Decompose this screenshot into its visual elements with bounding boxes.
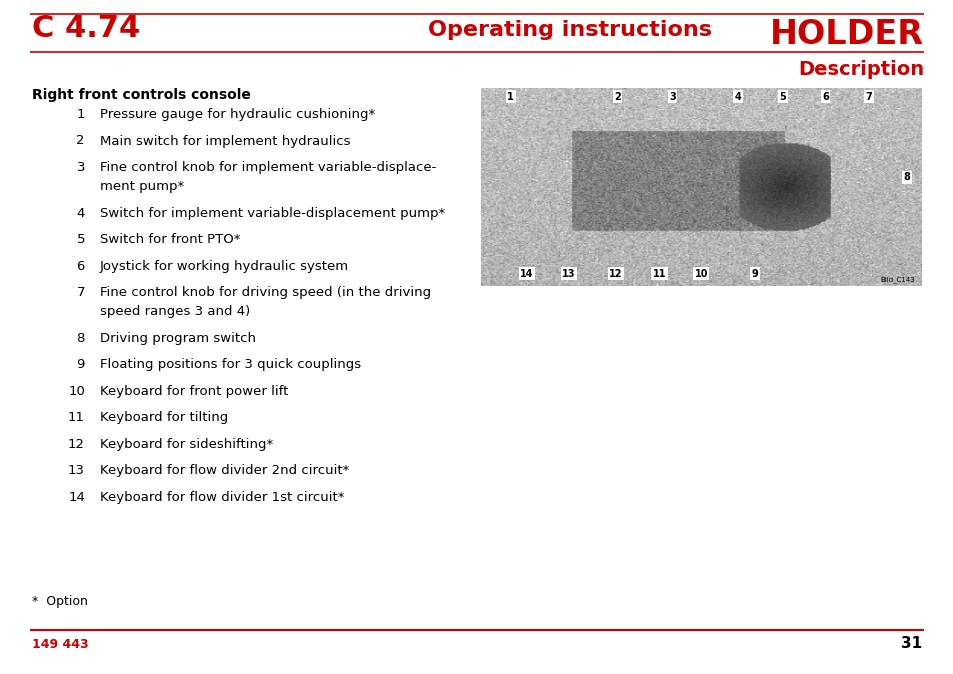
Text: 4: 4 [734, 92, 740, 102]
Text: 6: 6 [821, 92, 828, 102]
Text: 13: 13 [561, 268, 575, 278]
Text: HOLDER: HOLDER [769, 18, 923, 51]
Text: *  Option: * Option [32, 595, 88, 608]
Text: ment pump*: ment pump* [100, 180, 184, 193]
Text: 8: 8 [76, 332, 85, 344]
Text: 7: 7 [864, 92, 871, 102]
Text: 5: 5 [76, 233, 85, 246]
Text: Keyboard for tilting: Keyboard for tilting [100, 411, 228, 424]
Text: 1: 1 [507, 92, 514, 102]
Text: Fine control knob for implement variable-displace-: Fine control knob for implement variable… [100, 161, 436, 174]
Text: Right front controls console: Right front controls console [32, 88, 251, 102]
Text: 5: 5 [779, 92, 785, 102]
Text: Description: Description [797, 60, 923, 79]
Text: 12: 12 [68, 437, 85, 451]
Text: Bild_C143: Bild_C143 [880, 277, 914, 284]
Text: Switch for front PTO*: Switch for front PTO* [100, 233, 240, 246]
Text: Operating instructions: Operating instructions [428, 20, 711, 40]
Text: Driving program switch: Driving program switch [100, 332, 255, 344]
Text: speed ranges 3 and 4): speed ranges 3 and 4) [100, 305, 250, 318]
Text: 8: 8 [902, 172, 909, 182]
Text: 14: 14 [68, 491, 85, 503]
Text: Keyboard for flow divider 1st circuit*: Keyboard for flow divider 1st circuit* [100, 491, 344, 503]
Text: Keyboard for front power lift: Keyboard for front power lift [100, 385, 288, 398]
Text: 9: 9 [751, 268, 758, 278]
Text: 14: 14 [519, 268, 534, 278]
Text: 3: 3 [76, 161, 85, 174]
Text: C 4.74: C 4.74 [32, 14, 140, 43]
Text: 11: 11 [68, 411, 85, 424]
Text: 12: 12 [609, 268, 622, 278]
Text: 10: 10 [694, 268, 707, 278]
Text: Joystick for working hydraulic system: Joystick for working hydraulic system [100, 259, 349, 272]
Text: 7: 7 [76, 286, 85, 299]
Text: Main switch for implement hydraulics: Main switch for implement hydraulics [100, 135, 350, 148]
Text: 149 443: 149 443 [32, 638, 89, 650]
Text: 1: 1 [76, 108, 85, 121]
Text: 6: 6 [76, 259, 85, 272]
Text: 31: 31 [900, 636, 921, 652]
Text: Fine control knob for driving speed (in the driving: Fine control knob for driving speed (in … [100, 286, 431, 299]
Text: 11: 11 [652, 268, 665, 278]
Text: 3: 3 [668, 92, 676, 102]
Text: 13: 13 [68, 464, 85, 477]
Text: Switch for implement variable-displacement pump*: Switch for implement variable-displaceme… [100, 206, 445, 220]
Text: 10: 10 [68, 385, 85, 398]
Text: Keyboard for flow divider 2nd circuit*: Keyboard for flow divider 2nd circuit* [100, 464, 349, 477]
Text: 9: 9 [76, 358, 85, 371]
Text: Floating positions for 3 quick couplings: Floating positions for 3 quick couplings [100, 358, 361, 371]
Text: 4: 4 [76, 206, 85, 220]
Text: 2: 2 [76, 135, 85, 148]
Text: Keyboard for sideshifting*: Keyboard for sideshifting* [100, 437, 273, 451]
Text: 2: 2 [614, 92, 620, 102]
Text: Pressure gauge for hydraulic cushioning*: Pressure gauge for hydraulic cushioning* [100, 108, 375, 121]
